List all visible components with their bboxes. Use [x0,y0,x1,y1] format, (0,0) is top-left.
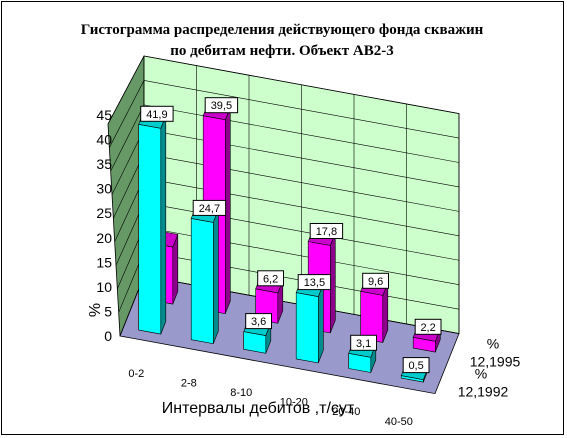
y-axis-ticks: 0 5 10 15 20 25 30 35 40 45 [96,107,112,344]
bars: 39,5 6,2 17,8 9,6 2,2 41,9 24,7 3,6 13,5 3,1 0,5 [138,97,442,383]
chart-title: Гистограмма распределения действующего ф… [81,22,484,38]
bar-1992-10-20: 13,5 [295,274,332,364]
bar-1992-40-50: 0,5 [400,357,430,383]
data-label-box [245,313,272,330]
y-tick-label: 20 [96,230,112,246]
data-label: 3,1 [356,338,371,350]
data-label-box [192,199,227,216]
series-label-line2: 12,1995 [470,354,521,370]
data-label-box [350,334,378,351]
y-axis-title: % [87,303,104,317]
series-label-1995: % 12,1995 [470,336,521,370]
series-label-line1: % [487,336,499,352]
data-label-box [402,357,430,374]
series-label-1992: % 12,1992 [458,366,509,400]
data-label: 6,2 [263,273,278,285]
bar-1992-0-2: 41,9 [138,105,174,335]
series-label-line1: % [475,366,487,382]
y-tick-label: 30 [96,181,112,197]
side-gridline [107,55,145,125]
data-label-box [140,105,174,122]
data-label-box [362,272,390,289]
data-label: 41,9 [146,109,167,121]
data-label: 17,8 [316,226,337,238]
data-label-box [297,274,332,291]
series-label-line2: 12,1992 [458,384,509,400]
chart-subtitle: по дебитам нефти. Объект АВ2-3 [170,43,393,59]
bar-side-face [160,115,167,335]
data-label: 0,5 [408,360,423,372]
y-tick-label: 10 [96,279,112,295]
bar-1992-2-8: 24,7 [190,199,227,345]
data-label: 13,5 [304,277,325,289]
bar-1992-20-40: 3,1 [348,334,378,373]
bar-front-face [190,218,214,345]
category-label: 40-50 [385,416,413,428]
data-label-box [309,223,344,239]
y-tick-label: 40 [96,132,112,148]
y-tick-label: 5 [104,303,112,319]
data-label: 24,7 [199,203,220,215]
bar-side-face [317,283,324,364]
y-tick-label: 35 [96,156,112,172]
x-axis-title: Интервалы дебитов ,т/сут [162,400,355,417]
y-tick-label: 0 [104,328,112,344]
category-label: 10-20 [280,397,308,409]
bar-front-face [295,292,319,364]
data-label: 3,6 [251,316,266,328]
data-label-box [257,270,285,287]
data-label: 39,5 [211,100,232,112]
side-gridline [110,104,145,172]
x-axis-ticks: 0-2 2-8 8-10 10-20 20-40 40-50 [128,368,413,428]
series-labels: %12,1995%12,1992 [458,336,521,400]
y-tick-label: 25 [96,205,112,221]
category-label: 0-2 [128,368,144,380]
data-label: 2,2 [420,322,435,334]
bar-1992-8-10: 3,6 [243,313,272,354]
data-label-box [204,97,239,114]
side-gridline [109,80,145,148]
category-label: 2-8 [181,377,197,389]
bar-1995-40-50: 2,2 [412,318,442,353]
data-label-box [414,318,442,335]
bar-1995-20-40: 9,6 [360,272,390,343]
y-tick-label: 45 [96,107,112,123]
y-tick-label: 15 [96,254,112,270]
category-label: 8-10 [230,387,252,399]
data-label: 9,6 [368,276,383,288]
bar-front-face [138,123,162,335]
category-label: 20-40 [332,406,360,418]
bar-side-face [213,209,219,344]
